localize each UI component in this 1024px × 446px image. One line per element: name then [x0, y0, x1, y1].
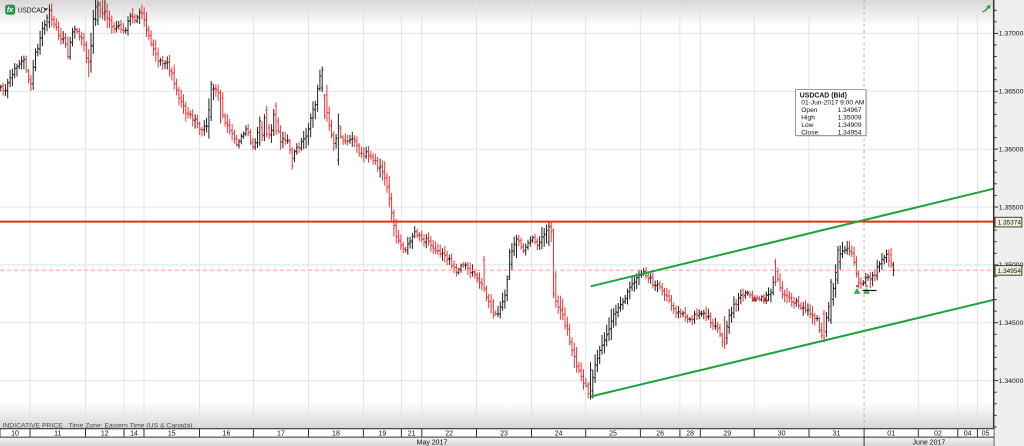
svg-text:31: 31: [833, 431, 841, 438]
svg-text:22: 22: [445, 431, 453, 438]
svg-text:June 2017: June 2017: [913, 439, 946, 446]
svg-text:1.37000: 1.37000: [999, 31, 1024, 38]
svg-text:28: 28: [686, 431, 694, 438]
svg-text:INDICATIVE PRICE Time Zone:: INDICATIVE PRICE Time Zone: Eastern Time…: [3, 422, 193, 429]
svg-text:17: 17: [277, 431, 285, 438]
svg-text:30: 30: [778, 431, 786, 438]
svg-text:1.34000: 1.34000: [999, 378, 1024, 385]
svg-text:1.36000: 1.36000: [999, 147, 1024, 154]
svg-text:USDCAD (Bid): USDCAD (Bid): [800, 92, 847, 99]
svg-text:16: 16: [223, 431, 231, 438]
svg-text:23: 23: [500, 431, 508, 438]
svg-text:14: 14: [130, 431, 138, 438]
svg-text:21: 21: [408, 431, 416, 438]
svg-text:24: 24: [555, 431, 563, 438]
svg-text:05: 05: [982, 431, 990, 438]
svg-text:1.34954: 1.34954: [998, 268, 1022, 275]
svg-text:1.34500: 1.34500: [999, 320, 1024, 327]
svg-text:1.34954: 1.34954: [838, 129, 862, 136]
svg-text:25: 25: [609, 431, 617, 438]
svg-text:High: High: [801, 115, 815, 122]
svg-text:11: 11: [54, 431, 61, 438]
svg-text:1.35500: 1.35500: [999, 204, 1024, 211]
svg-text:18: 18: [332, 431, 340, 438]
svg-text:1.34909: 1.34909: [838, 122, 862, 129]
svg-text:1.34967: 1.34967: [838, 107, 862, 114]
svg-text:29: 29: [723, 431, 731, 438]
svg-text:1.36500: 1.36500: [999, 89, 1024, 96]
svg-text:10: 10: [11, 431, 19, 438]
svg-text:1.35009: 1.35009: [838, 115, 862, 122]
svg-text:01-Jun-2017 9:00 AM: 01-Jun-2017 9:00 AM: [801, 100, 864, 107]
svg-text:May 2017: May 2017: [417, 439, 448, 446]
svg-text:1.35374: 1.35374: [998, 220, 1022, 227]
svg-text:Close: Close: [801, 129, 818, 136]
svg-text:Low: Low: [801, 122, 813, 129]
svg-text:Open: Open: [801, 107, 817, 114]
svg-text:15: 15: [168, 431, 176, 438]
svg-text:26: 26: [656, 431, 664, 438]
svg-text:04: 04: [964, 431, 972, 438]
svg-text:19: 19: [379, 431, 387, 438]
svg-text:02: 02: [934, 431, 942, 438]
svg-text:USDCAD: USDCAD: [18, 7, 46, 14]
svg-text:12: 12: [101, 431, 109, 438]
svg-text:fx: fx: [7, 5, 14, 14]
svg-text:01: 01: [887, 431, 895, 438]
